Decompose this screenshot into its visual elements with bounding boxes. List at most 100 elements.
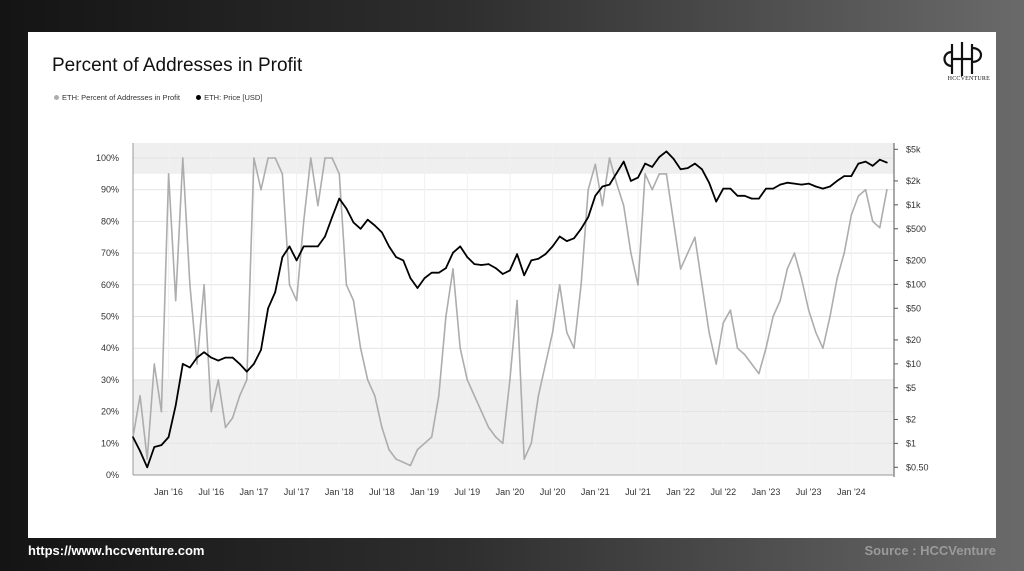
y-right-tick-label: $50 xyxy=(906,303,921,313)
point-profit xyxy=(694,236,696,239)
point-price xyxy=(523,274,525,277)
point-price xyxy=(423,277,426,279)
legend-label-price: ETH: Price [USD] xyxy=(204,93,263,102)
chart-card: Percent of Addresses in Profit ETH: Perc… xyxy=(28,32,996,538)
x-tick-label: Jul '16 xyxy=(198,487,224,497)
y-left-tick-label: 50% xyxy=(101,312,119,322)
point-profit xyxy=(644,173,646,175)
x-tick-label: Jan '19 xyxy=(410,487,439,497)
x-tick-label: Jan '20 xyxy=(496,487,525,497)
point-profit xyxy=(196,363,198,365)
point-price xyxy=(494,267,497,269)
point-price xyxy=(722,187,725,190)
point-price xyxy=(210,356,213,359)
point-profit xyxy=(317,204,319,207)
footer-url-link[interactable]: https://www.hccventure.com xyxy=(28,543,205,558)
point-profit xyxy=(210,410,213,413)
point-price xyxy=(473,263,476,265)
point-price xyxy=(822,187,824,190)
point-profit xyxy=(822,347,824,350)
point-price xyxy=(203,351,205,354)
point-price xyxy=(878,158,881,161)
point-price xyxy=(217,359,220,362)
point-profit xyxy=(630,252,632,254)
point-profit xyxy=(430,436,433,438)
point-profit xyxy=(466,379,469,381)
point-price xyxy=(509,269,511,272)
point-profit xyxy=(779,299,782,302)
legend-dot-price xyxy=(196,95,202,100)
point-price xyxy=(807,182,810,185)
x-tick-label: Jan '23 xyxy=(752,487,781,497)
legend-item-profit[interactable]: ETH: Percent of Addresses in Profit xyxy=(54,93,180,102)
point-profit xyxy=(566,331,568,334)
point-price xyxy=(189,366,191,369)
point-price xyxy=(466,256,469,258)
y-left-tick-label: 60% xyxy=(101,280,119,290)
y-left-tick-label: 100% xyxy=(96,153,119,163)
y-left-tick-label: 40% xyxy=(101,343,119,353)
x-tick-label: Jul '21 xyxy=(625,487,651,497)
x-tick-label: Jan '16 xyxy=(154,487,183,497)
point-price xyxy=(630,180,632,182)
point-profit xyxy=(772,315,774,318)
x-tick-label: Jul '20 xyxy=(540,487,566,497)
point-price xyxy=(701,168,703,171)
point-profit xyxy=(139,394,141,397)
point-profit xyxy=(174,299,177,302)
point-price xyxy=(253,363,255,365)
point-profit xyxy=(274,157,277,159)
point-price xyxy=(651,166,653,168)
point-price xyxy=(708,181,710,184)
point-price xyxy=(374,224,376,227)
legend-item-price[interactable]: ETH: Price [USD] xyxy=(196,93,262,102)
point-profit xyxy=(843,252,846,254)
point-price xyxy=(793,182,796,185)
point-profit xyxy=(381,426,383,429)
point-profit xyxy=(523,458,525,460)
point-price xyxy=(715,200,717,203)
point-price xyxy=(558,235,561,238)
chart-plot: 0% 10% 20% 30% 40% 50% 60% 70% 80% 90% 100% Jan '16… xyxy=(96,143,929,497)
point-profit xyxy=(850,214,853,216)
y-left-tick-label: 80% xyxy=(101,216,119,226)
point-price xyxy=(871,164,874,167)
point-price xyxy=(886,161,888,164)
point-profit xyxy=(302,220,305,223)
point-profit xyxy=(758,372,760,375)
point-price xyxy=(480,264,483,266)
point-profit xyxy=(310,157,312,159)
point-profit xyxy=(388,448,390,451)
point-price xyxy=(658,156,661,158)
point-price xyxy=(196,356,198,359)
y-right-tick-label: $0.50 xyxy=(906,462,929,472)
point-profit xyxy=(857,195,860,197)
point-profit xyxy=(573,347,575,350)
point-profit xyxy=(438,394,440,397)
point-price xyxy=(516,253,518,255)
point-profit xyxy=(886,188,888,191)
point-price xyxy=(395,256,397,258)
point-price xyxy=(302,245,305,248)
point-profit xyxy=(558,284,561,286)
point-profit xyxy=(544,363,547,365)
point-price xyxy=(381,231,383,234)
point-price xyxy=(459,245,461,248)
point-profit xyxy=(267,157,269,159)
point-price xyxy=(594,195,597,197)
point-profit xyxy=(153,363,156,365)
point-price xyxy=(409,277,412,279)
point-price xyxy=(580,227,582,230)
point-profit xyxy=(324,157,326,159)
point-price xyxy=(487,263,490,265)
chart-legend: ETH: Percent of Addresses in Profit ETH:… xyxy=(54,93,276,102)
point-profit xyxy=(409,464,412,467)
point-price xyxy=(452,251,454,254)
point-price xyxy=(146,466,149,469)
logo-text: HCCVENTURE xyxy=(947,76,990,82)
point-profit xyxy=(473,394,476,397)
point-price xyxy=(566,240,568,242)
point-price xyxy=(502,273,504,275)
point-profit xyxy=(672,220,675,223)
point-price xyxy=(331,216,333,218)
